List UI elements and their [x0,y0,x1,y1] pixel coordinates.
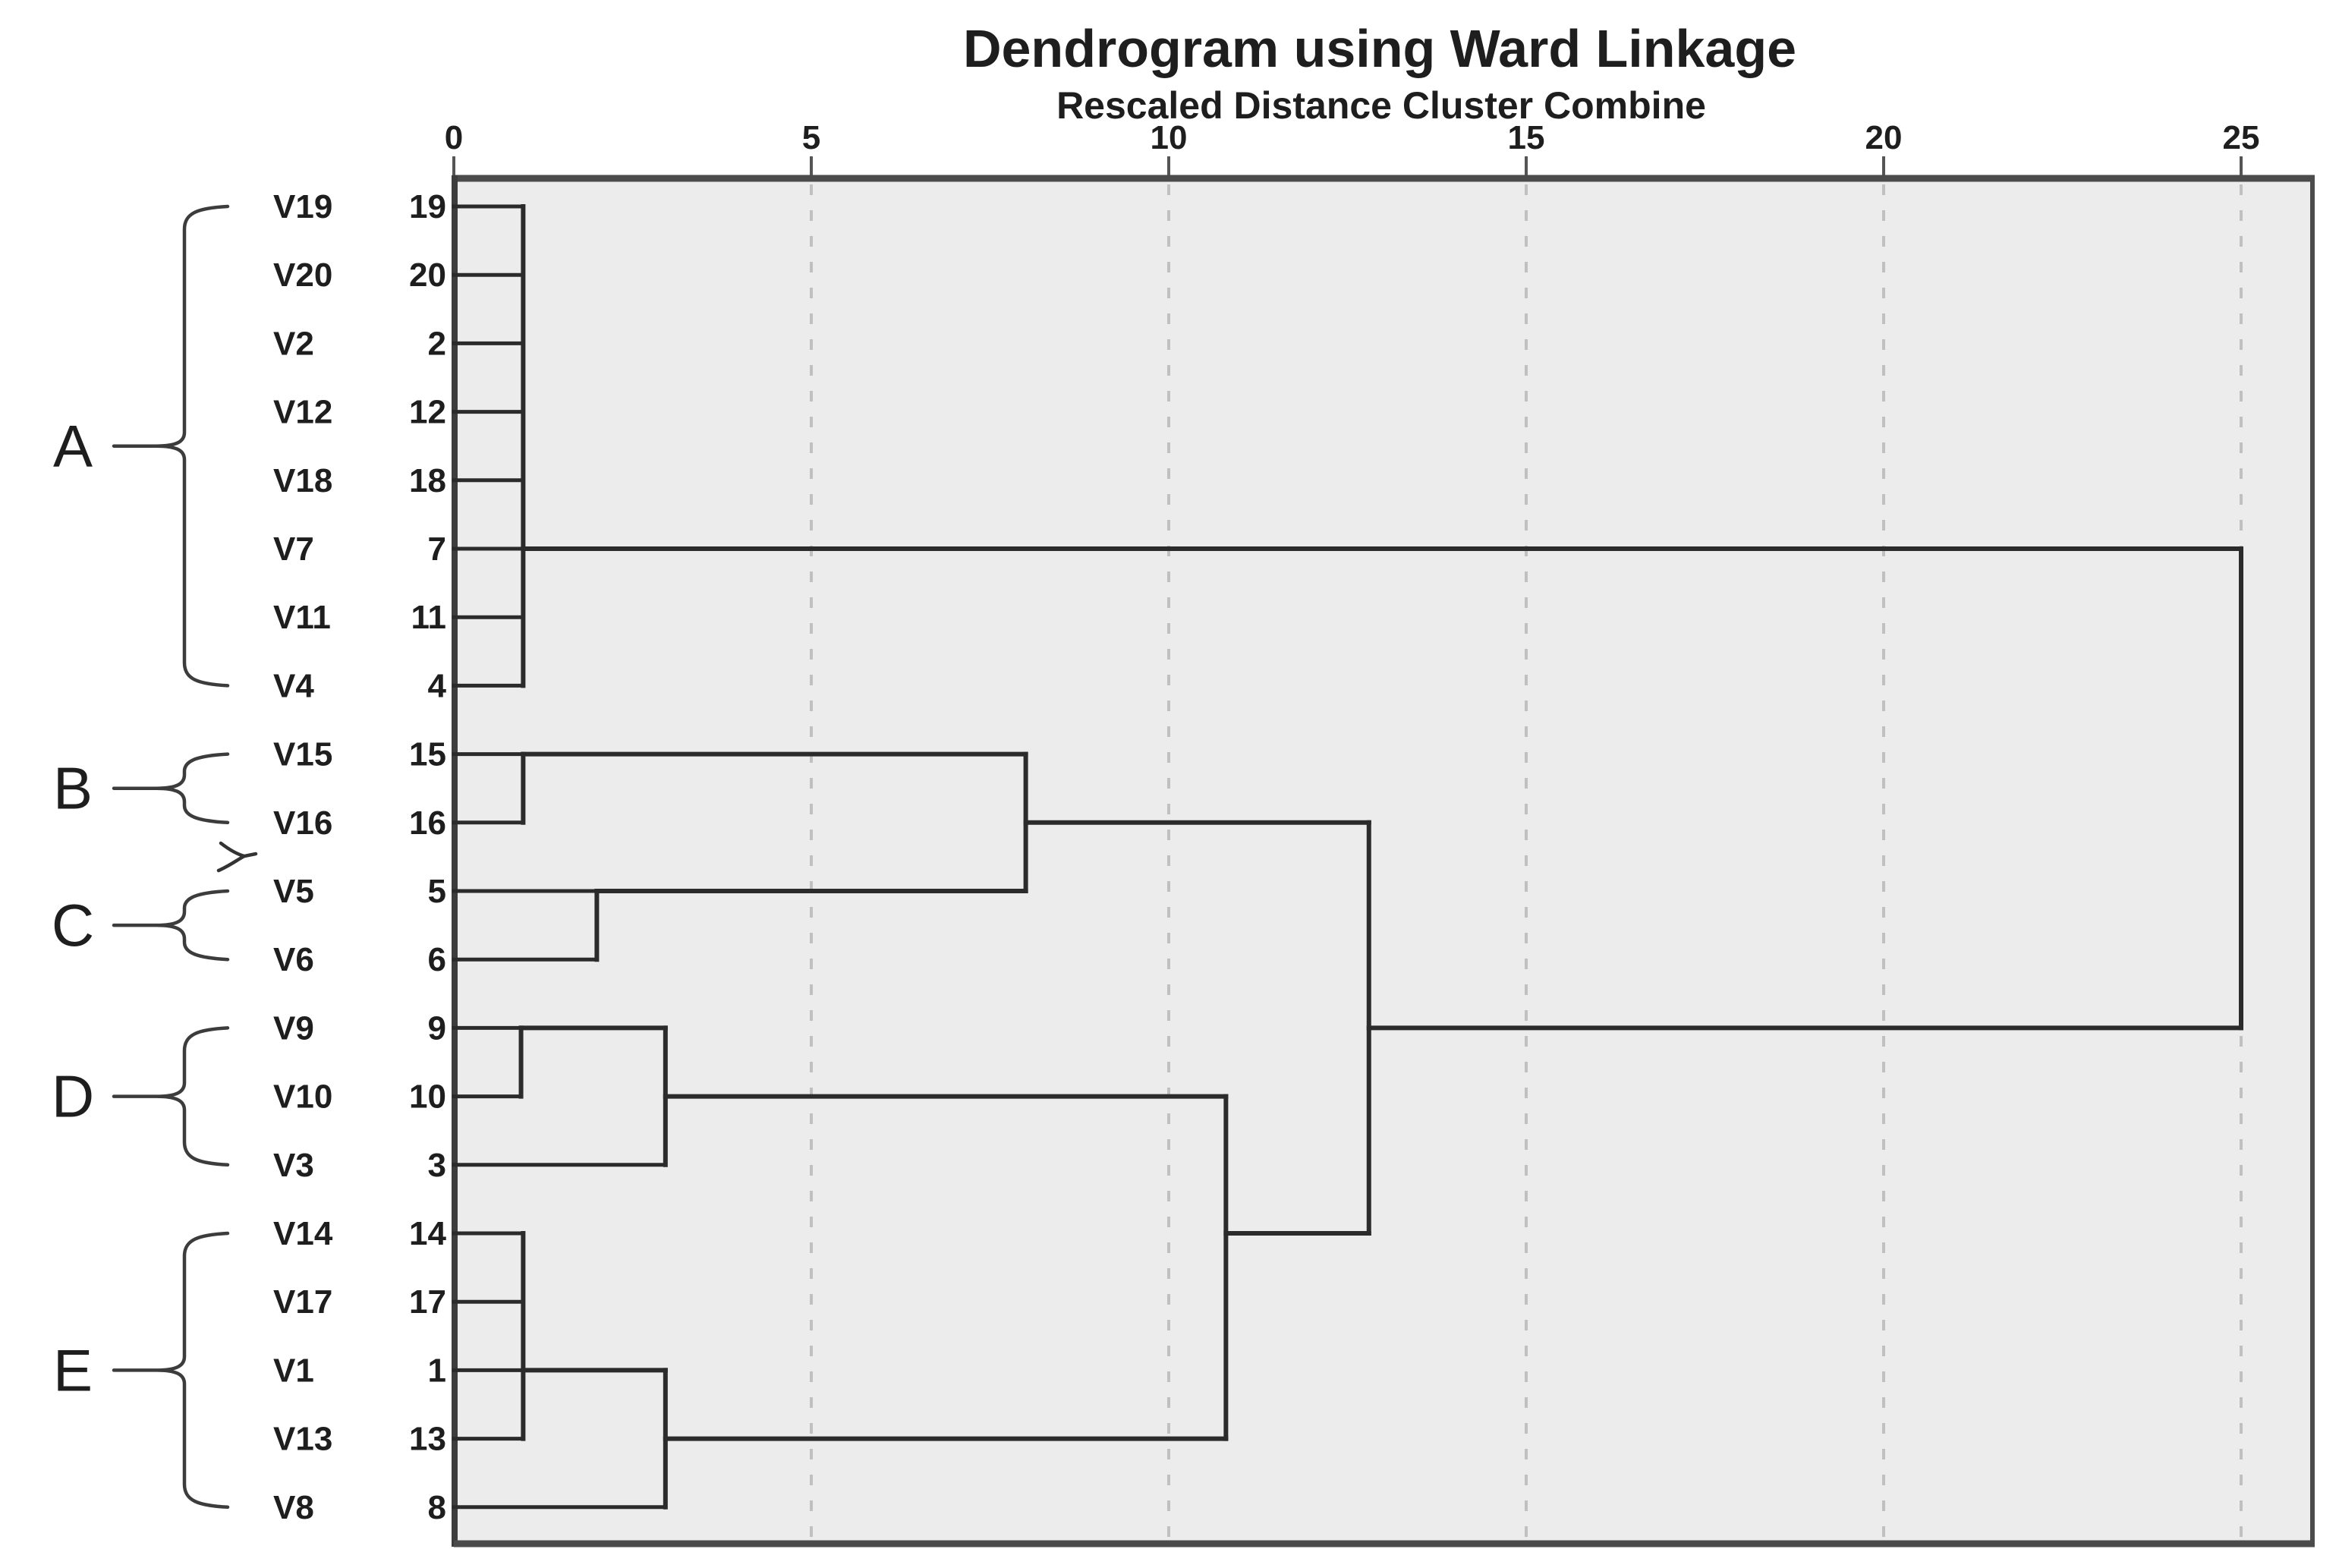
case-number: 11 [411,599,446,636]
leaf-label: V10 [273,1078,332,1116]
case-number: 6 [428,941,446,978]
case-number: 4 [428,667,447,704]
case-number: 8 [428,1489,446,1526]
tick-label: 0 [445,119,463,156]
leaf-label: V15 [273,736,332,773]
case-number: 5 [428,873,446,910]
leaf-label: V17 [273,1283,332,1321]
cluster-letters: A B C D E [52,413,94,1404]
cluster-letter: B [53,755,93,822]
leaf-label: V20 [273,257,332,294]
leaf-label: V1 [273,1352,314,1389]
tick-label: 25 [2223,119,2260,156]
cluster-brace [112,204,230,688]
case-number: 15 [409,736,446,773]
case-number: 20 [409,257,446,294]
cluster-brace [112,889,230,962]
case-number: 13 [409,1421,446,1458]
leaf-labels: V19 V20 V2 V12 V18 V7 V11 V4 V15 V16 V5 V6 V9 V10 V3 V1… [273,188,333,1526]
leaf-label: V16 [273,804,332,842]
chart-subtitle: Rescaled Distance Cluster Combine [1056,84,1706,127]
tick-label: 5 [802,119,820,156]
cluster-letter: A [53,413,93,480]
chart-title: Dendrogram using Ward Linkage [963,19,1796,78]
case-number: 12 [409,394,446,431]
plot-borders [452,175,2315,1548]
cluster-brace [112,1231,230,1510]
cluster-brace [112,1026,230,1167]
case-number: 19 [409,188,446,225]
case-number: 7 [428,531,446,568]
leaf-label: V13 [273,1421,332,1458]
plot-background [457,181,2313,1541]
leaf-label: V5 [273,873,314,910]
leaf-label: V11 [273,599,331,636]
leaf-label: V12 [273,394,332,431]
case-number: 1 [428,1352,446,1389]
case-number: 14 [409,1215,446,1252]
y-squiggle-annotation [216,841,258,873]
cluster-brace [112,752,230,825]
axis-tick-labels: 0 5 10 15 20 25 [445,119,2260,156]
y-squiggle [216,841,258,873]
tick-label: 15 [1508,119,1545,156]
case-number: 17 [409,1283,446,1321]
case-number: 9 [428,1009,446,1047]
case-number: 2 [428,325,446,362]
cluster-letter: E [53,1337,93,1403]
leaf-label: V4 [273,667,314,704]
leaf-label: V14 [273,1215,333,1252]
case-number: 3 [428,1147,446,1184]
cluster-braces [112,204,230,1510]
leaf-label: V6 [273,941,314,978]
case-number: 18 [409,462,446,499]
tick-label: 10 [1151,119,1188,156]
leaf-label: V9 [273,1009,314,1047]
leaf-label: V2 [273,325,314,362]
leaf-label: V8 [273,1489,314,1526]
leaf-label: V18 [273,462,332,499]
case-number: 10 [409,1078,446,1116]
cluster-letter: D [52,1063,94,1130]
case-number: 16 [409,804,446,842]
leaf-label: V7 [273,531,314,568]
dendrogram-lines [452,204,2243,1510]
case-numbers: 19 20 2 12 18 7 11 4 15 16 5 6 9 10 3 14 17 1 13 8 [409,188,446,1526]
tick-label: 20 [1865,119,1903,156]
leaf-label: V3 [273,1147,314,1184]
cluster-letter: C [52,892,94,959]
leaf-label: V19 [273,188,332,225]
